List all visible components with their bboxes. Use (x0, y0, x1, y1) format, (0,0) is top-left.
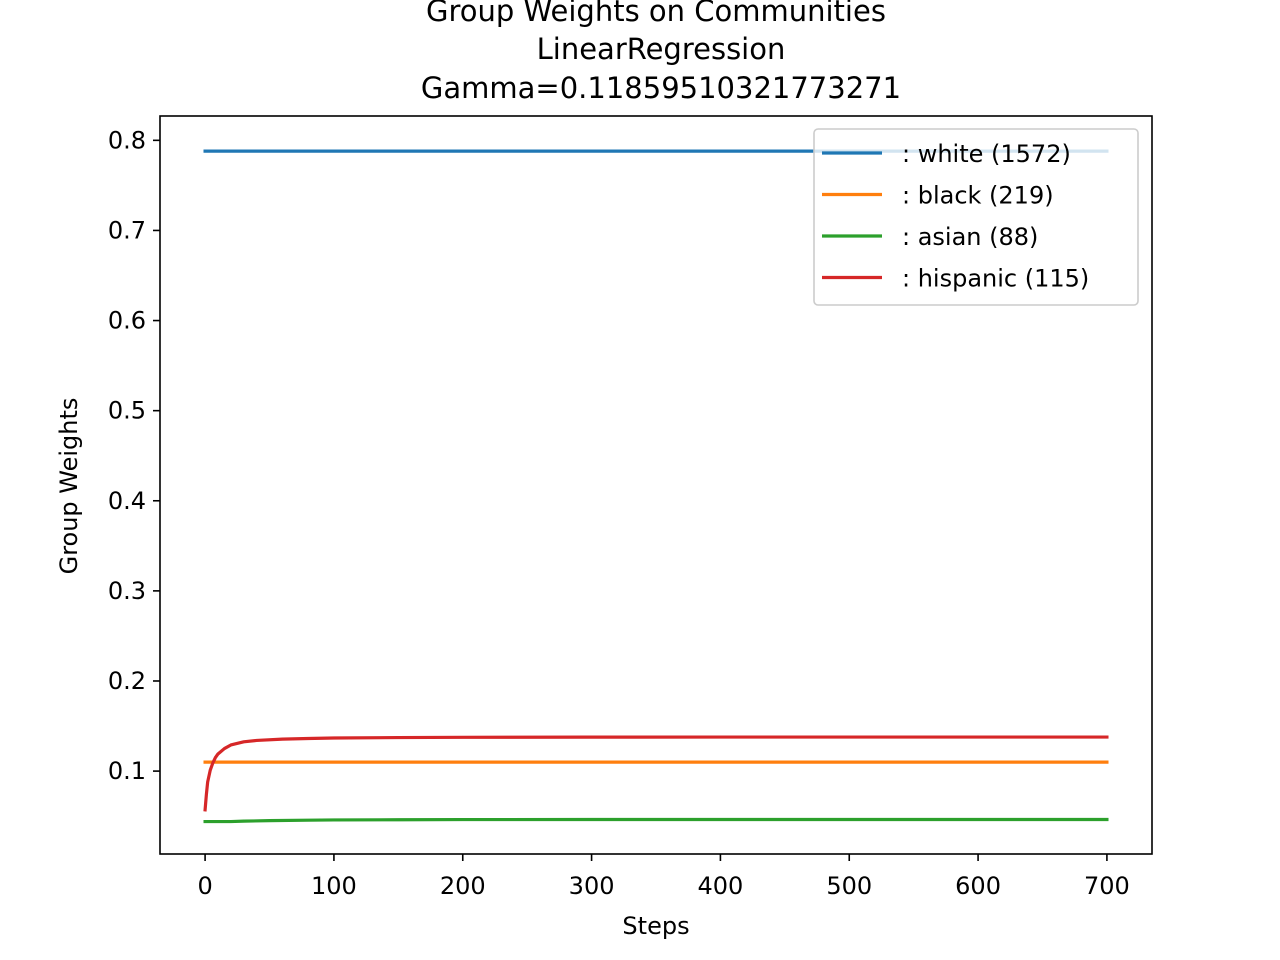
y-tick-label-0: 0.1 (108, 757, 146, 785)
x-tick-label-2: 200 (440, 872, 486, 900)
legend: : white (1572) : black (219) : asian (88):… (813, 128, 1139, 306)
series-line-3 (203, 735, 1109, 812)
y-tick-label-1: 0.2 (108, 667, 146, 695)
series-line-2 (203, 817, 1109, 824)
title-line-3: Gamma=0.11859510321773271 (421, 71, 901, 105)
x-tick-label-5: 500 (826, 872, 872, 900)
y-tick-label-4: 0.5 (108, 397, 146, 425)
legend-label-3: : hispanic (115) (902, 265, 1089, 293)
x-axis-label: Steps (622, 912, 689, 940)
y-tick-label-2: 0.3 (108, 577, 146, 605)
legend-label-0: : white (1572) (902, 140, 1071, 168)
y-tick-label-7: 0.8 (108, 126, 146, 154)
x-tick-label-6: 600 (955, 872, 1001, 900)
y-tick-label-3: 0.4 (108, 487, 146, 515)
title-line-1: Group Weights on Communities (426, 0, 886, 28)
legend-label-1: : black (219) (902, 182, 1054, 210)
title-line-2: LinearRegression (537, 32, 786, 66)
ticks-layer: 0 100 200 300 400 500 600 700 0.1 0.2 0.3 0.4 0.5 0.6… (108, 126, 1130, 900)
chart-title: Group Weights on Communities LinearRegre… (421, 0, 901, 105)
y-axis-label: Group Weights (55, 398, 83, 575)
x-tick-label-1: 100 (311, 872, 357, 900)
legend-box (813, 128, 1139, 306)
y-tick-label-5: 0.6 (108, 307, 146, 335)
x-tick-label-0: 0 (197, 872, 212, 900)
y-tick-label-6: 0.7 (108, 216, 146, 244)
x-tick-label-3: 300 (569, 872, 615, 900)
x-tick-label-7: 700 (1084, 872, 1130, 900)
legend-label-2: : asian (88) (902, 223, 1038, 251)
x-tick-label-4: 400 (698, 872, 744, 900)
plot-area-frame (159, 115, 1153, 855)
